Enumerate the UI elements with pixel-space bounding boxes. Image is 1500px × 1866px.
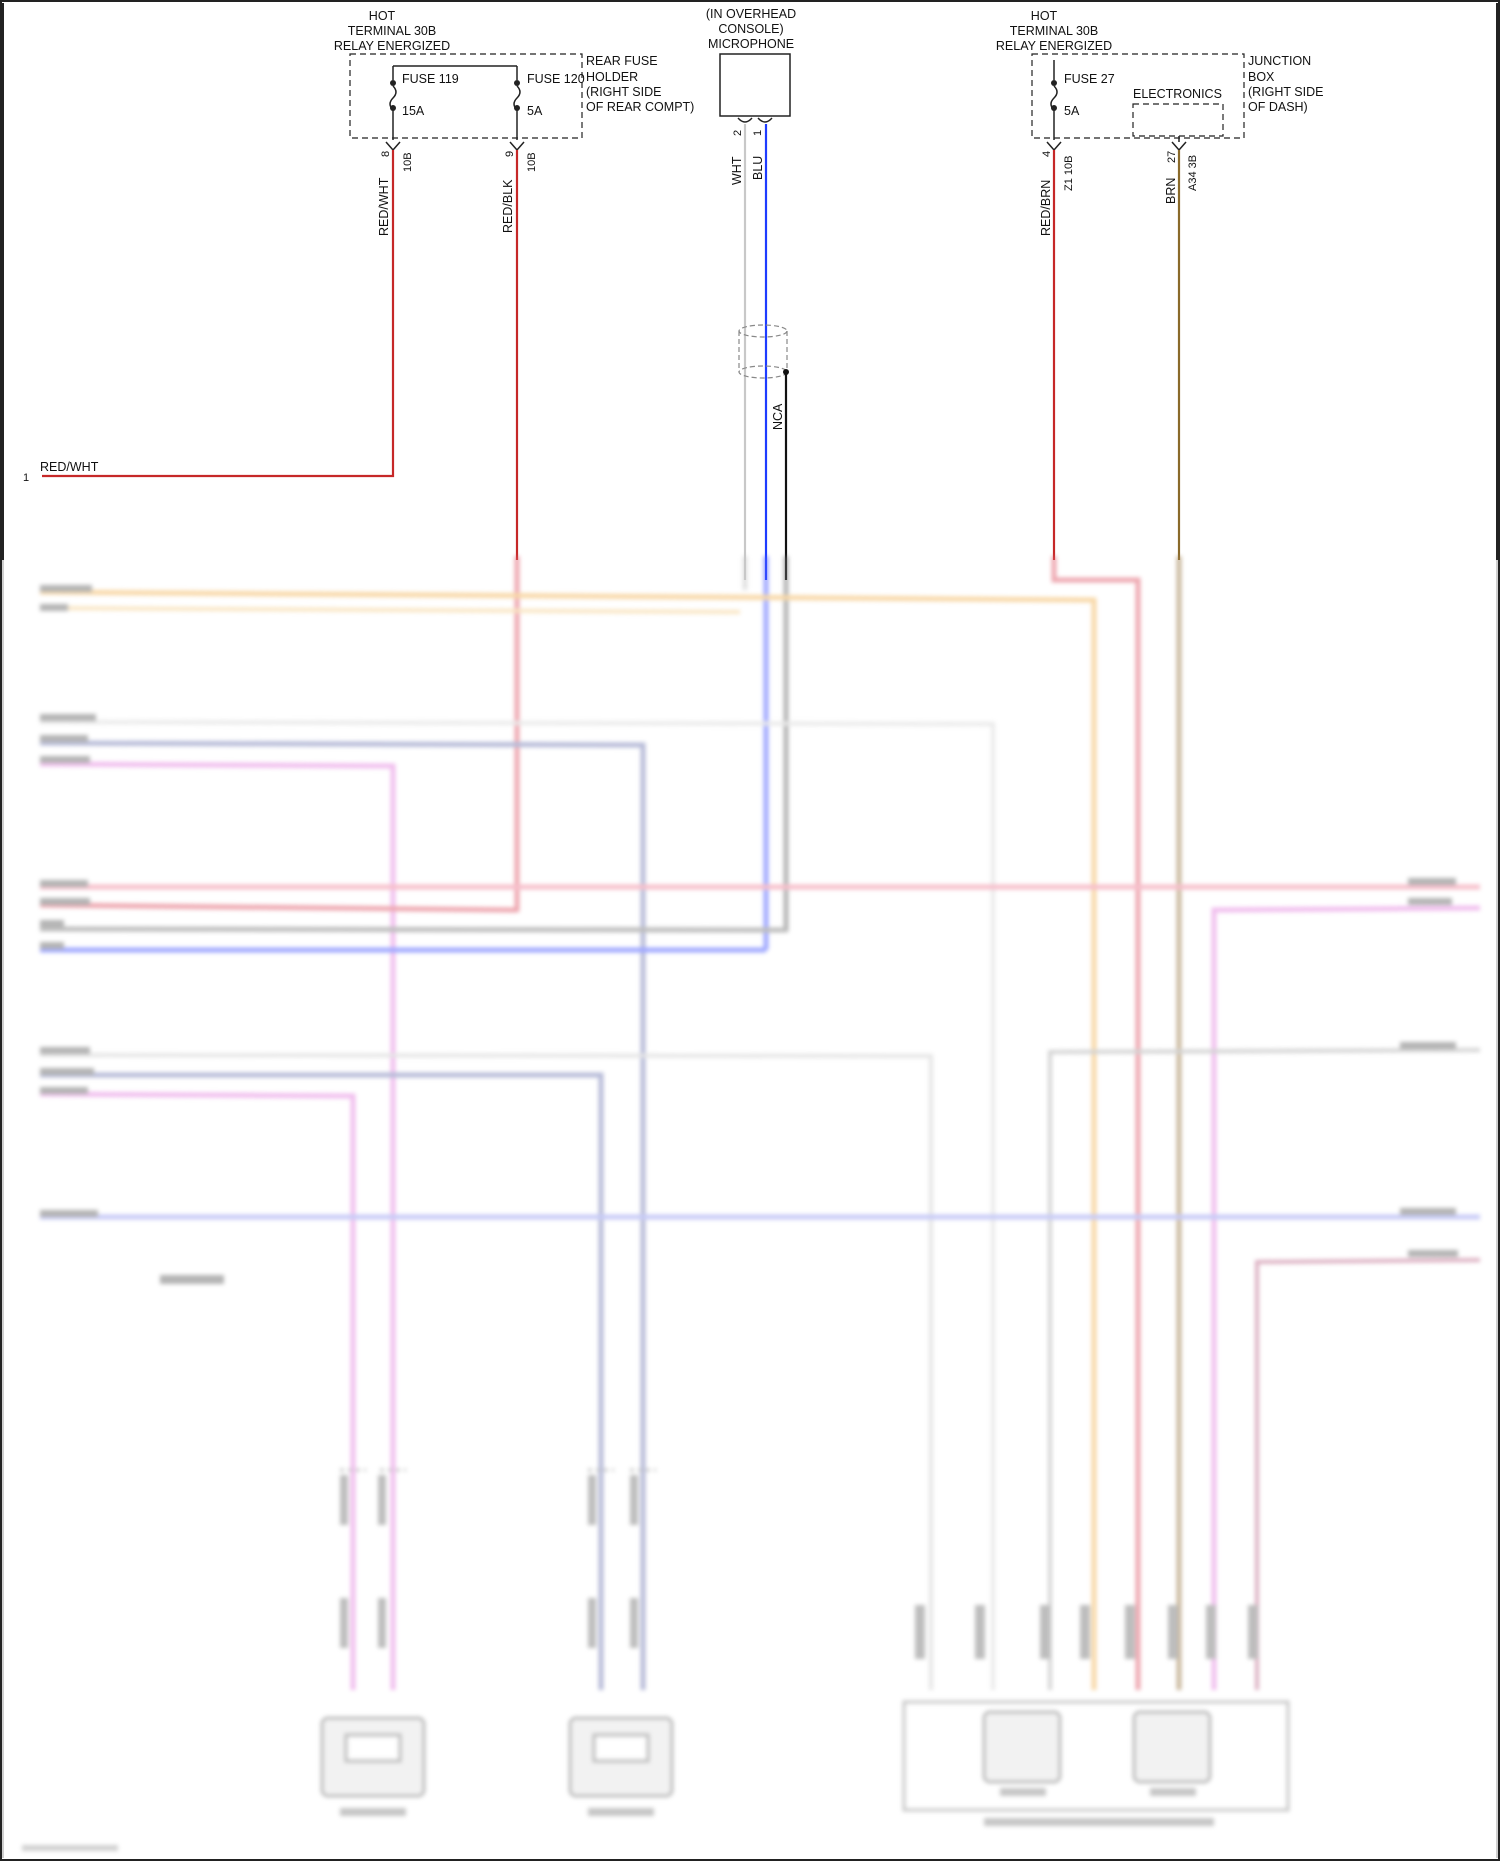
- svg-text:(RIGHT SIDE: (RIGHT SIDE: [586, 85, 661, 99]
- svg-text:FUSE 27: FUSE 27: [1064, 72, 1115, 86]
- svg-text:15A: 15A: [402, 104, 425, 118]
- svg-text:BOX: BOX: [1248, 70, 1275, 84]
- electronics-label: ELECTRONICS: [1133, 87, 1222, 101]
- junction-box-outline: [1031, 53, 1245, 139]
- mic-connector-2: [737, 117, 753, 123]
- microphone-label: (IN OVERHEAD CONSOLE) MICROPHONE: [706, 7, 796, 51]
- mic-pin-2: 2: [732, 130, 744, 136]
- svg-text:(RIGHT SIDE: (RIGHT SIDE: [1248, 85, 1323, 99]
- fuse-119: FUSE 119 15A: [389, 65, 517, 140]
- pin-27: 27: [1166, 151, 1178, 163]
- junction-box-label: JUNCTION BOX (RIGHT SIDE OF DASH): [1248, 54, 1323, 114]
- wire-label-nca: NCA: [771, 403, 785, 430]
- svg-text:REAR FUSE: REAR FUSE: [586, 54, 658, 68]
- svg-text:OF DASH): OF DASH): [1248, 100, 1308, 114]
- fuse-120: FUSE 120 5A: [513, 66, 585, 140]
- wire-label-brn: BRN: [1164, 178, 1178, 204]
- connector-10b-b: 10B: [526, 152, 538, 172]
- svg-text:5A: 5A: [527, 104, 543, 118]
- svg-text:RELAY ENERGIZED: RELAY ENERGIZED: [996, 39, 1112, 53]
- wire-label-red-wht: RED/WHT: [377, 177, 391, 236]
- svg-text:TERMINAL 30B: TERMINAL 30B: [1010, 24, 1098, 38]
- svg-text:OF REAR COMPT): OF REAR COMPT): [586, 100, 694, 114]
- connector-chevron-27: [1171, 141, 1187, 152]
- mic-connector-1: [757, 117, 773, 123]
- svg-text:HOT: HOT: [1031, 9, 1058, 23]
- connector-10b-a: 10B: [402, 152, 414, 172]
- pin-8: 8: [380, 151, 392, 157]
- mic-pin-1: 1: [752, 130, 764, 136]
- svg-text:5A: 5A: [1064, 104, 1080, 118]
- pin-9: 9: [504, 151, 516, 157]
- wire-label-red-blk: RED/BLK: [501, 179, 515, 233]
- connector-chevron-8: [385, 141, 401, 152]
- svg-text:CONSOLE): CONSOLE): [718, 22, 783, 36]
- electronics-box: [1132, 103, 1224, 137]
- wire-label-wht: WHT: [730, 156, 744, 185]
- svg-text:FUSE 120: FUSE 120: [527, 72, 585, 86]
- rear-fuse-holder-label: REAR FUSE HOLDER (RIGHT SIDE OF REAR COM…: [586, 54, 694, 114]
- left-input-pin: 1: [23, 472, 29, 484]
- obscured-lower-section: [22, 556, 1481, 1851]
- fuse-27: FUSE 27 5A: [1050, 60, 1115, 140]
- svg-text:HOLDER: HOLDER: [586, 70, 638, 84]
- wire-label-blu: BLU: [751, 156, 765, 180]
- shield-symbol: [738, 324, 789, 379]
- left-input-wire-label: RED/WHT: [40, 460, 99, 474]
- svg-text:JUNCTION: JUNCTION: [1248, 54, 1311, 68]
- connector-chevron-4: [1046, 141, 1062, 152]
- pin-4: 4: [1041, 151, 1053, 157]
- junction-box-header: HOT TERMINAL 30B RELAY ENERGIZED: [996, 9, 1112, 53]
- svg-text:MICROPHONE: MICROPHONE: [708, 37, 794, 51]
- rear-fuse-holder-box: [349, 53, 583, 139]
- connector-z1-10b: Z1 10B: [1063, 156, 1075, 191]
- connector-chevron-9: [509, 141, 525, 152]
- wire-red-wht: [42, 150, 395, 478]
- svg-text:TERMINAL 30B: TERMINAL 30B: [348, 24, 436, 38]
- wire-label-red-brn: RED/BRN: [1039, 180, 1053, 236]
- svg-text:HOT: HOT: [369, 9, 396, 23]
- svg-text:RELAY ENERGIZED: RELAY ENERGIZED: [334, 39, 450, 53]
- svg-text:(IN OVERHEAD: (IN OVERHEAD: [706, 7, 796, 21]
- rear-fuse-holder-header: HOT TERMINAL 30B RELAY ENERGIZED: [334, 9, 450, 53]
- svg-text:FUSE 119: FUSE 119: [402, 72, 459, 86]
- connector-a34-3b: A34 3B: [1187, 155, 1199, 191]
- microphone-box: [719, 53, 791, 117]
